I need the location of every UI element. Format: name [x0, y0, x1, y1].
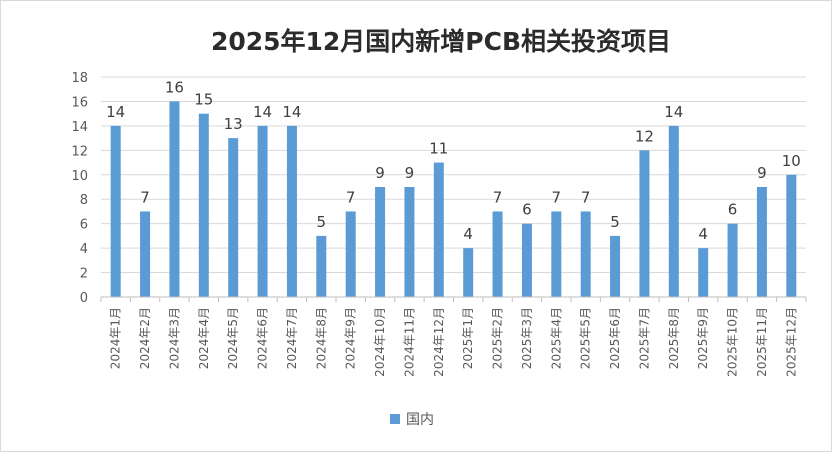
- x-tick-label: 2025年12月: [784, 307, 798, 377]
- data-label: 14: [664, 103, 683, 121]
- x-tick-label: 2024年11月: [402, 307, 416, 377]
- data-label: 5: [317, 213, 327, 231]
- x-tick-label: 2025年7月: [637, 307, 651, 369]
- x-tick-label: 2024年12月: [432, 307, 446, 377]
- gridlines: [101, 76, 806, 274]
- x-tick-label: 2025年2月: [491, 307, 505, 369]
- x-tick-label: 2025年9月: [696, 307, 710, 369]
- data-label: 4: [698, 225, 708, 243]
- legend: 国内: [390, 412, 434, 428]
- chart-title: 2025年12月国内新增PCB相关投资项目: [211, 27, 671, 56]
- data-labels: 14 7 16 15 13 14 14 5 7 9 9 11 4 7 6 7 7 5 12 14 4 6 9 10: [106, 78, 801, 243]
- y-tick-label: 16: [71, 95, 88, 110]
- x-tick-label: 2024年7月: [285, 307, 299, 369]
- x-tick-label: 2024年9月: [344, 307, 358, 369]
- bar: [756, 187, 767, 297]
- x-tick-label: 2025年5月: [579, 307, 593, 369]
- y-tick-label: 14: [71, 120, 88, 135]
- y-tick-label: 6: [80, 218, 88, 233]
- bar: [463, 248, 474, 297]
- bar: [375, 187, 386, 297]
- x-axis: [100, 296, 807, 302]
- y-tick-label: 18: [71, 71, 88, 86]
- bars: [110, 101, 797, 298]
- data-label: 5: [610, 213, 620, 231]
- bar: [198, 113, 209, 298]
- x-tick-label: 2024年5月: [226, 307, 240, 369]
- bar: [786, 174, 797, 297]
- x-tick-label: 2025年10月: [726, 307, 740, 377]
- y-tick-label: 10: [71, 169, 88, 184]
- data-label: 7: [140, 188, 150, 206]
- data-label: 6: [728, 201, 738, 219]
- bar: [286, 125, 297, 297]
- data-label: 14: [253, 103, 272, 121]
- bar: [668, 125, 679, 297]
- x-tick-label: 2024年4月: [197, 307, 211, 369]
- legend-label-domestic: 国内: [406, 412, 434, 428]
- data-label: 14: [282, 103, 301, 121]
- data-label: 11: [429, 140, 448, 158]
- data-label: 7: [581, 188, 591, 206]
- data-label: 15: [194, 91, 213, 109]
- bar: [228, 138, 239, 297]
- bar: [257, 125, 268, 297]
- data-label: 14: [106, 103, 125, 121]
- x-tick-label: 2024年2月: [138, 307, 152, 369]
- data-label: 12: [635, 127, 654, 145]
- bar: [316, 235, 327, 297]
- x-tick-label: 2025年8月: [667, 307, 681, 369]
- data-label: 10: [782, 152, 801, 170]
- data-label: 7: [493, 188, 503, 206]
- y-axis-ticks: 0 2 4 6 8 10 12 14 16 18: [71, 71, 88, 306]
- x-tick-label: 2024年1月: [109, 307, 123, 369]
- bar: [169, 101, 180, 297]
- x-axis-ticks: 2024年1月 2024年2月 2024年3月 2024年4月 2024年5月 2024年…: [109, 307, 799, 377]
- x-tick-label: 2025年3月: [520, 307, 534, 369]
- y-tick-label: 4: [80, 242, 88, 257]
- bar: [140, 211, 151, 297]
- data-label: 9: [757, 164, 767, 182]
- bar: [610, 235, 621, 297]
- x-tick-label: 2025年11月: [755, 307, 769, 377]
- data-label: 7: [346, 188, 356, 206]
- bar: [110, 125, 121, 297]
- x-tick-label: 2025年6月: [608, 307, 622, 369]
- bar: [404, 187, 415, 297]
- y-tick-label: 8: [80, 193, 88, 208]
- data-label: 13: [224, 115, 243, 133]
- bar: [521, 223, 532, 297]
- bar: [698, 248, 709, 297]
- data-label: 4: [463, 225, 473, 243]
- bar: [639, 150, 650, 297]
- data-label: 9: [375, 164, 385, 182]
- x-tick-label: 2025年4月: [549, 307, 563, 369]
- bar: [727, 223, 738, 297]
- legend-swatch: [390, 414, 400, 424]
- bar: [551, 211, 562, 297]
- x-tick-label: 2024年3月: [167, 307, 181, 369]
- bar: [345, 211, 356, 297]
- data-label: 6: [522, 201, 532, 219]
- x-tick-label: 2025年1月: [461, 307, 475, 369]
- y-tick-label: 12: [71, 144, 88, 159]
- data-label: 9: [405, 164, 415, 182]
- y-tick-label: 0: [80, 291, 88, 306]
- bar: [580, 211, 591, 297]
- y-tick-label: 2: [80, 267, 88, 282]
- bar: [492, 211, 503, 297]
- bar: [433, 162, 444, 297]
- x-tick-label: 2024年8月: [314, 307, 328, 369]
- x-tick-label: 2024年10月: [373, 307, 387, 377]
- data-label: 7: [552, 188, 562, 206]
- x-tick-label: 2024年6月: [256, 307, 270, 369]
- data-label: 16: [165, 78, 184, 96]
